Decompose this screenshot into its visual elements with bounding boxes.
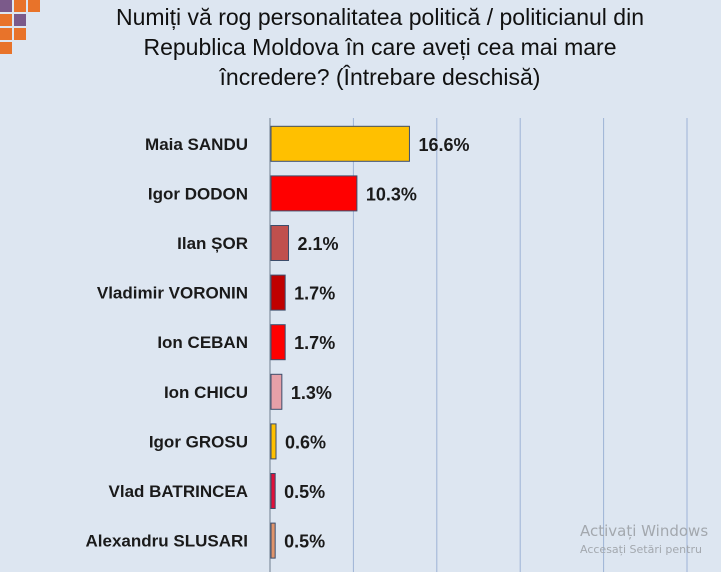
category-label: Igor GROSU [149, 432, 248, 451]
value-label: 0.6% [285, 432, 326, 452]
category-label: Igor DODON [148, 184, 248, 203]
logo-square [14, 0, 26, 12]
bar [270, 473, 276, 509]
logo-square [28, 0, 40, 12]
logo-square [0, 28, 12, 40]
value-label: 0.5% [284, 482, 325, 502]
bar [270, 423, 277, 460]
logo-square [0, 14, 12, 26]
value-label: 2.1% [298, 234, 339, 254]
value-label: 0.5% [284, 532, 325, 552]
logo-square [14, 28, 26, 40]
category-label: Vlad BATRINCEA [109, 482, 248, 501]
logo-square [14, 14, 26, 26]
value-label: 16.6% [418, 135, 469, 155]
watermark-line-2: Accesați Setări pentru [580, 543, 702, 556]
title-line-1: Numiți vă rog personalitatea politică / … [115, 4, 644, 30]
bar [270, 125, 410, 162]
chart-title: Numiți vă rog personalitatea politică / … [40, 2, 720, 92]
category-label: Vladimir VORONIN [97, 284, 248, 303]
logo-square [0, 42, 12, 54]
bar [270, 274, 286, 311]
bar [270, 373, 283, 410]
value-label: 1.7% [294, 284, 335, 304]
watermark-line-1: Activați Windows [580, 522, 709, 540]
bar [270, 522, 276, 559]
bar [270, 324, 286, 361]
title-line-3: încredere? (Întrebare deschisă) [219, 64, 541, 90]
category-label: Maia SANDU [145, 135, 248, 154]
value-label: 10.3% [366, 184, 417, 204]
value-label: 1.3% [291, 383, 332, 403]
logo-square [0, 0, 12, 12]
bar [270, 225, 290, 261]
bar [270, 175, 358, 212]
value-label: 1.7% [294, 333, 335, 353]
category-label: Ilan ȘOR [177, 234, 248, 253]
category-label: Ion CEBAN [157, 333, 248, 352]
category-label: Ion CHICU [164, 383, 248, 402]
category-label: Alexandru SLUSARI [86, 532, 248, 551]
windows-activation-watermark: Activați Windows Accesați Setări pentru [580, 522, 708, 556]
title-line-2: Republica Moldova în care aveți cea mai … [143, 34, 617, 60]
logo-icon [0, 0, 40, 54]
